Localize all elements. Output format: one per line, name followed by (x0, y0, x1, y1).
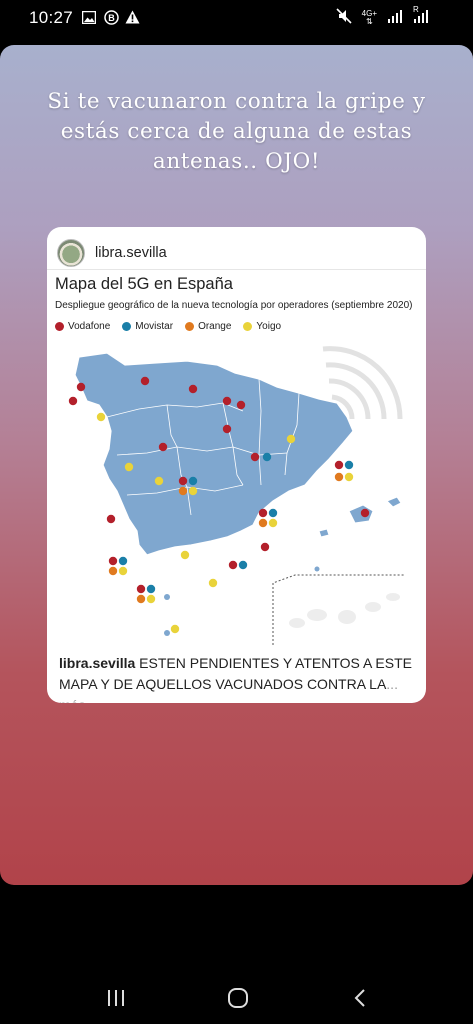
network-label: 4G+ (361, 9, 377, 18)
marker-vodafone (178, 476, 188, 486)
roaming-signal-icon: R (413, 5, 429, 28)
alert-icon (124, 9, 140, 25)
marker-yoigo (180, 550, 190, 560)
region-borders (106, 378, 300, 516)
marker-vodafone (228, 560, 238, 570)
legend-label: Yoigo (256, 321, 282, 332)
legend-item-yoigo: Yoigo (243, 321, 281, 332)
legend-item-vodafone: Vodafone (55, 321, 110, 332)
image-icon (81, 9, 97, 25)
marker-vodafone (222, 396, 232, 406)
marker-vodafone (158, 442, 168, 452)
legend-label: Movistar (135, 321, 174, 332)
marker-orange (258, 518, 268, 528)
legend-item-orange: Orange (185, 321, 231, 332)
spain-mainland (74, 352, 354, 556)
avatar[interactable] (57, 239, 85, 267)
marker-vodafone (76, 382, 86, 392)
marker-movistar (268, 508, 278, 518)
4g-data-icon: 4G+ ⇅ (361, 9, 377, 26)
post-header[interactable]: libra.sevilla (57, 235, 167, 271)
marker-orange (334, 472, 344, 482)
story-caption: Si te vacunaron contra la gripe y estás … (47, 89, 426, 174)
marker-yoigo (154, 476, 164, 486)
story-card[interactable]: Si te vacunaron contra la gripe y estás … (0, 45, 473, 885)
marker-vodafone (250, 452, 260, 462)
marker-vodafone (236, 400, 246, 410)
roaming-label: R (413, 4, 419, 14)
back-icon[interactable] (349, 986, 373, 1010)
melilla (314, 566, 320, 572)
marker-vodafone (334, 460, 344, 470)
mute-icon (336, 7, 352, 29)
marker-vodafone (258, 508, 268, 518)
post-username[interactable]: libra.sevilla (95, 245, 167, 261)
marker-orange (178, 486, 188, 496)
marker-vodafone (136, 584, 146, 594)
map-title: Mapa del 5G en España (55, 275, 233, 293)
marker-yoigo (124, 462, 134, 472)
marker-orange (136, 594, 146, 604)
marker-vodafone (260, 542, 270, 552)
marker-yoigo (344, 472, 354, 482)
post-caption[interactable]: libra.sevilla ESTEN PENDIENTES Y ATENTOS… (59, 653, 419, 703)
navigation-bar (0, 970, 473, 1024)
canary-islands (289, 593, 400, 628)
marker-movistar (262, 452, 272, 462)
marker-movistar (188, 476, 198, 486)
svg-text:B: B (108, 13, 115, 23)
more-link[interactable]: ... más (59, 676, 398, 703)
spain-5g-map: 5G (68, 346, 405, 645)
map-subtitle: Despliegue geográfico de la nueva tecnol… (55, 300, 413, 311)
caption-text: ESTEN PENDIENTES Y ATENTOS A ESTE MAPA Y… (59, 655, 413, 692)
marker-vodafone (140, 376, 150, 386)
legend-label: Vodafone (68, 321, 111, 332)
marker-movistar (146, 584, 156, 594)
map-legend: Vodafone Movistar Orange Yoigo (55, 321, 281, 332)
marker-yoigo (286, 434, 296, 444)
divider (47, 269, 426, 270)
legend-dot (122, 322, 132, 331)
marker-vodafone (106, 514, 116, 524)
shared-post[interactable]: libra.sevilla Mapa del 5G en España Desp… (47, 227, 426, 703)
marker-yoigo (188, 486, 198, 496)
menorca (386, 496, 402, 508)
marker-yoigo (170, 624, 180, 634)
marker-movistar (238, 560, 248, 570)
legend-dot (55, 322, 64, 331)
caption-username[interactable]: libra.sevilla (59, 655, 136, 671)
home-icon[interactable] (226, 986, 250, 1010)
status-time: 10:27 (29, 8, 74, 27)
operator-markers (68, 376, 370, 636)
marker-vodafone (68, 396, 78, 406)
marker-movistar (118, 556, 128, 566)
antenna-waves-icon (322, 346, 403, 420)
marker-vodafone (222, 424, 232, 434)
marker-yoigo (96, 412, 106, 422)
b-circle-icon: B (103, 9, 119, 25)
signal-icon (387, 9, 403, 28)
marker-vodafone (360, 508, 370, 518)
marker-yoigo (146, 594, 156, 604)
ceuta (164, 594, 170, 600)
canary-inset-border (272, 574, 405, 645)
recent-apps-icon[interactable] (104, 986, 128, 1010)
legend-item-movistar: Movistar (122, 321, 173, 332)
marker-vodafone (188, 384, 198, 394)
legend-dot (185, 322, 195, 331)
marker-vodafone (108, 556, 118, 566)
legend-dot (243, 322, 253, 331)
status-bar: 10:27 B 4G+ ⇅ R (0, 0, 473, 36)
marker-movistar (344, 460, 354, 470)
marker-orange (108, 566, 118, 576)
marker-yoigo (208, 578, 218, 588)
legend-label: Orange (198, 321, 232, 332)
ibiza (318, 528, 330, 538)
marker-yoigo (268, 518, 278, 528)
marker-small (164, 630, 170, 636)
marker-yoigo (118, 566, 128, 576)
